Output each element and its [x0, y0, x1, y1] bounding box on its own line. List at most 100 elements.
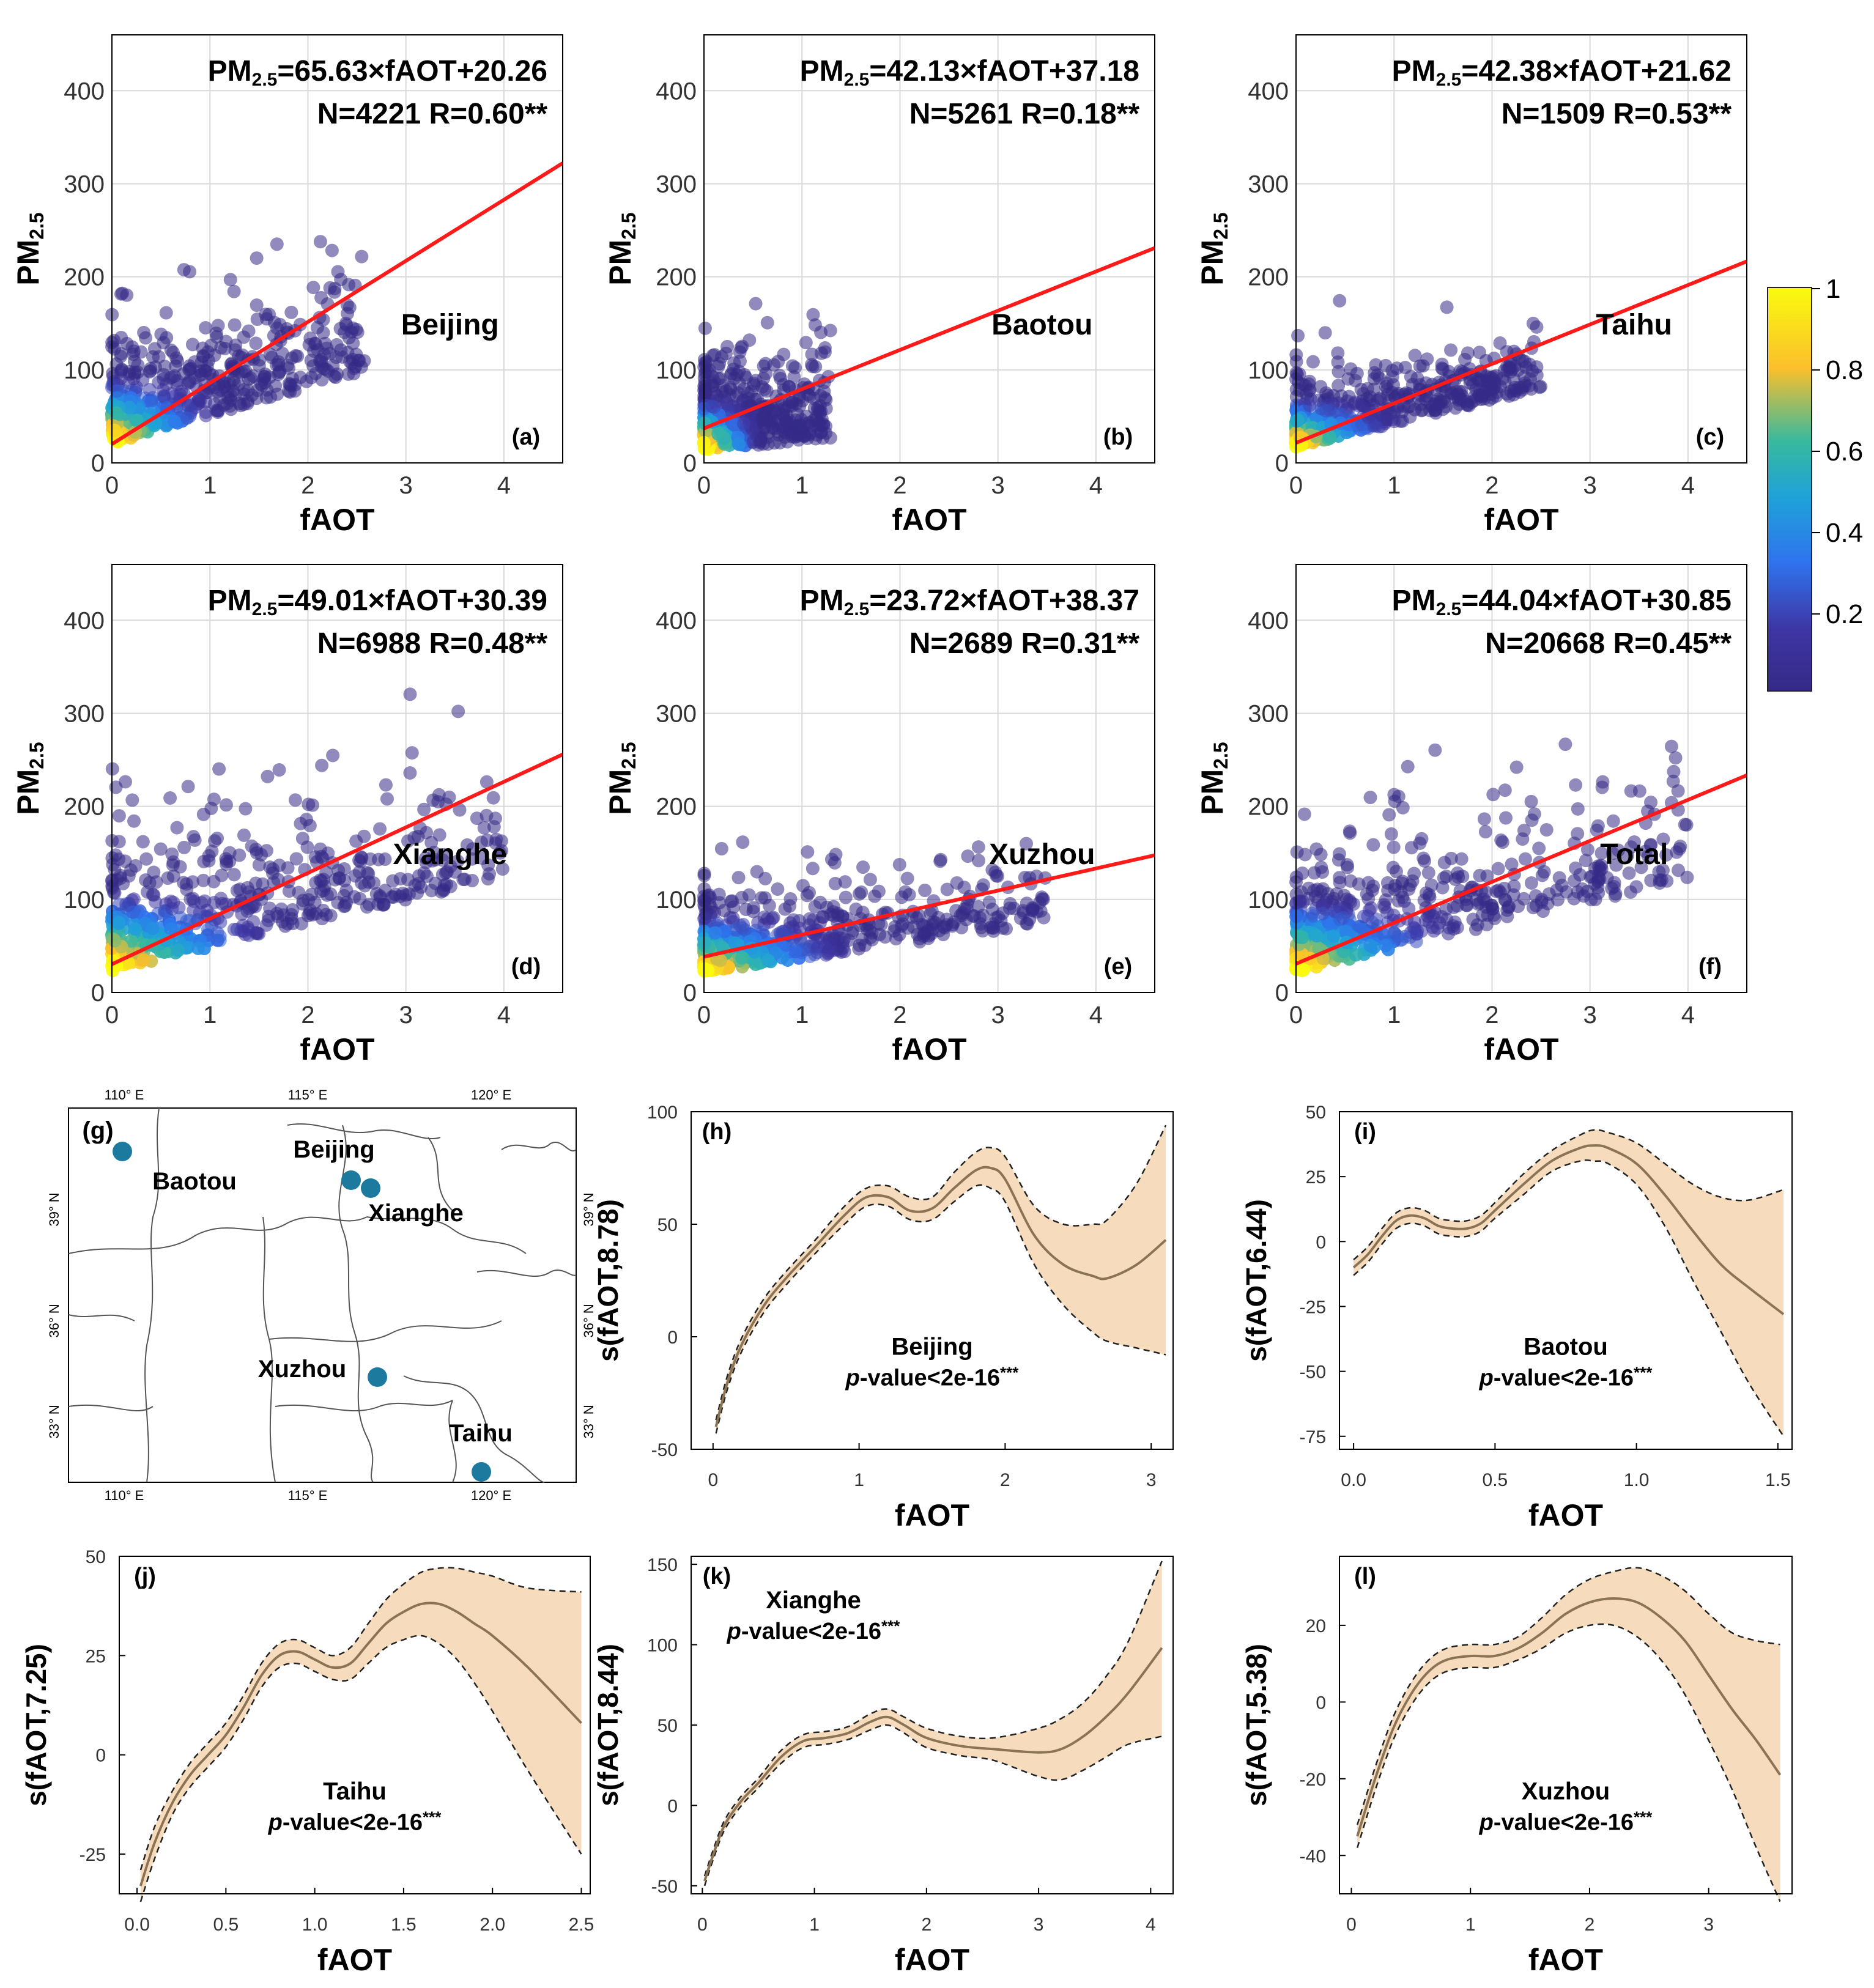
y-tick-label: 0 [1316, 1232, 1326, 1252]
lower-bound-line [139, 1635, 582, 1902]
y-tick-label: 0 [683, 450, 697, 477]
y-tick-label: 300 [1248, 700, 1289, 727]
data-point [777, 347, 791, 361]
lon-tick-label: 115° E [288, 1488, 328, 1503]
data-point [796, 879, 810, 893]
x-tick-label: 4 [1089, 1002, 1103, 1029]
x-tick-label: 3 [991, 472, 1005, 499]
data-point [1664, 739, 1678, 753]
data-point [183, 914, 197, 928]
x-tick-label: 0 [697, 1915, 708, 1935]
y-tick-label: -40 [1300, 1846, 1326, 1866]
upper-bound-line [1357, 1567, 1780, 1825]
data-point [337, 900, 351, 914]
data-point [119, 775, 133, 789]
data-point [1309, 929, 1324, 943]
data-point [799, 336, 813, 350]
data-point [755, 891, 769, 905]
x-tick-label: 3 [1703, 1915, 1714, 1935]
data-point [1381, 884, 1395, 898]
data-point [157, 336, 171, 350]
data-point [212, 762, 226, 776]
data-point [1634, 860, 1648, 874]
data-point [872, 917, 886, 931]
data-point [806, 308, 820, 322]
data-point [1331, 379, 1346, 393]
data-point [1509, 760, 1524, 774]
point-cloud [697, 297, 837, 456]
data-point [838, 875, 852, 889]
data-point [166, 855, 180, 869]
y-tick-label: 100 [64, 887, 105, 914]
data-point [1532, 841, 1546, 855]
data-point [753, 435, 767, 449]
y-tick-label: -50 [651, 1877, 678, 1897]
data-point [114, 349, 128, 363]
y-tick-label: 0 [1316, 1693, 1326, 1713]
data-point [1319, 404, 1333, 418]
data-point [110, 384, 124, 398]
data-point [108, 934, 122, 948]
plot-frame [111, 564, 563, 993]
data-point [1558, 737, 1572, 752]
data-point [248, 900, 262, 914]
data-point [320, 888, 334, 902]
plot-frame [119, 1556, 591, 1894]
data-point [1518, 355, 1532, 369]
data-point [849, 902, 863, 916]
data-point [163, 791, 177, 805]
data-point [168, 415, 182, 429]
x-axis-label: fAOT [300, 503, 374, 537]
data-point [892, 857, 906, 871]
data-point [1454, 852, 1468, 866]
data-point [143, 876, 157, 890]
x-tick-label: 0.5 [1483, 1470, 1508, 1490]
x-tick-label: 2.0 [480, 1915, 505, 1935]
x-axis-label: fAOT [895, 1498, 969, 1532]
p-value-label: p-value<2e-16*** [845, 1363, 1020, 1391]
data-point [431, 795, 445, 809]
data-point [1367, 940, 1381, 955]
data-point [809, 410, 823, 424]
y-tick-label: 25 [1306, 1167, 1326, 1188]
x-tick-label: 0 [1289, 1002, 1303, 1029]
data-point [166, 869, 180, 883]
data-point [742, 888, 756, 902]
data-point [111, 917, 125, 931]
y-tick-label: 200 [64, 794, 105, 821]
data-point [127, 814, 141, 828]
site-marker-xianghe [361, 1178, 380, 1198]
panel-label: (f) [1698, 954, 1722, 980]
data-point [772, 369, 787, 383]
data-point [202, 849, 216, 863]
data-point [863, 873, 877, 887]
data-point [108, 423, 122, 437]
y-tick-label: -25 [80, 1845, 106, 1865]
y-tick-label: 300 [1248, 171, 1289, 198]
data-point [211, 319, 225, 333]
data-point [749, 374, 763, 388]
data-point [1535, 868, 1549, 882]
x-tick-label: 1 [1465, 1915, 1476, 1935]
data-point [257, 375, 272, 390]
lon-tick-label: 110° E [105, 1488, 144, 1503]
data-point [1360, 382, 1374, 396]
data-point [727, 418, 741, 432]
data-point [453, 803, 467, 817]
y-tick-label: 0 [91, 980, 105, 1007]
data-point [888, 920, 902, 934]
scatter-panel-b: 0 1 2 3 4 0 100 200 300 400 PM2.5=42.13×fAOT+37.1… [603, 34, 1156, 537]
gam-panel-h: 0 1 2 3 -50 0 50 100 (h) Beijing p-value<2e-16*… [592, 1103, 1174, 1532]
y-tick-label: 50 [657, 1716, 678, 1736]
site-marker-xuzhou [368, 1367, 387, 1387]
regression-line [703, 853, 1155, 959]
data-point [1367, 372, 1381, 386]
data-point [130, 413, 144, 427]
data-point [945, 919, 959, 933]
data-point [250, 298, 264, 312]
data-point [698, 321, 712, 335]
data-point [1526, 901, 1540, 915]
data-point [191, 941, 205, 955]
x-tick-label: 4 [1146, 1915, 1156, 1935]
data-point [201, 923, 215, 937]
